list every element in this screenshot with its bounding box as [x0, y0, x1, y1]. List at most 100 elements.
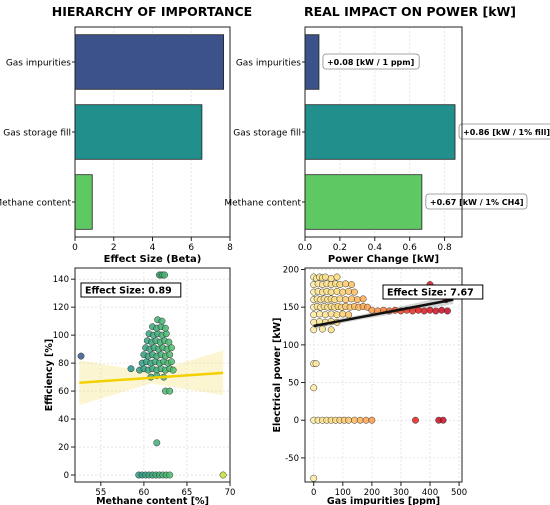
scatter-point — [368, 306, 376, 314]
scatter-point — [353, 296, 361, 304]
x-tick-label: 0.0 — [298, 243, 313, 253]
trend-line — [79, 371, 224, 384]
x-tick-label: 2 — [111, 243, 117, 253]
scatter-point — [161, 324, 169, 332]
scatter-point — [333, 287, 341, 295]
scatter-point — [316, 310, 323, 318]
scatter-point — [327, 326, 335, 334]
scatter-point — [368, 416, 376, 424]
chart-panel-1: Gas impurities Gas storage fill Methane co… — [0, 4, 252, 265]
x-tick-label: 4 — [150, 243, 156, 253]
scatter-point — [158, 317, 166, 325]
scatter-point — [345, 416, 353, 424]
y-tick-label: 150 — [283, 303, 299, 313]
x-tick-label: 55 — [95, 488, 106, 498]
y-tick-label: 40 — [58, 415, 69, 425]
y-tick-label: 100 — [283, 341, 299, 351]
category-label: Methane content — [0, 199, 71, 209]
y-tick-label: 140 — [53, 275, 69, 285]
scatter-point — [318, 325, 326, 333]
x-tick-label: 0.4 — [368, 243, 383, 253]
scatter-point — [362, 416, 370, 424]
chart-panel-2: Gas impurities +0.08 [kW / 1 ppm] Gas stor… — [224, 4, 550, 265]
bar — [74, 104, 203, 160]
annotation-box — [425, 193, 528, 210]
x-tick-label: 500 — [451, 488, 467, 498]
x-axis-label: Effect Size (Beta) — [104, 254, 202, 265]
scatter-point — [336, 295, 344, 303]
scatter-point — [321, 311, 329, 319]
y-tick-label: 100 — [53, 331, 69, 341]
category-label: Gas storage fill — [3, 129, 71, 139]
bar-annotation: +0.86 [kW / 1% fill] — [463, 128, 550, 137]
x-tick-label: 0.8 — [437, 243, 452, 253]
scatter-point — [77, 352, 85, 360]
bar — [304, 34, 320, 90]
x-tick-label: 0 — [72, 243, 78, 253]
scatter-point — [321, 273, 329, 281]
y-tick-label: 80 — [58, 359, 69, 369]
scatter-point — [350, 288, 358, 296]
plot-frame — [74, 26, 231, 238]
scatter-point — [166, 471, 174, 479]
scatter-point — [342, 296, 350, 304]
scatter-point — [444, 307, 451, 315]
category-label: Gas storage fill — [233, 129, 301, 139]
scatter-point — [167, 344, 175, 352]
scatter-point — [162, 330, 170, 338]
annotation-box — [458, 123, 550, 140]
scatter-point — [310, 326, 318, 334]
scatter-point — [327, 310, 335, 318]
effect-size-label: Effect Size: 0.89 — [85, 286, 172, 297]
effect-size-box — [80, 282, 182, 298]
scatter-point — [356, 416, 364, 424]
chart-title: HIERARCHY OF IMPORTANCE — [52, 4, 252, 19]
scatter-point — [345, 287, 353, 295]
trend-line — [313, 298, 454, 328]
scatter-point — [310, 311, 318, 319]
bar — [304, 174, 423, 230]
scatter-point — [165, 338, 173, 346]
scatter-point — [359, 295, 367, 303]
scatter-point — [348, 281, 355, 289]
scatter-point — [312, 360, 320, 368]
y-tick-label: 120 — [53, 303, 69, 313]
x-tick-label: 6 — [188, 243, 194, 253]
y-tick-label: 0 — [294, 416, 299, 426]
scatter-point — [438, 306, 446, 314]
scatter-point — [426, 306, 434, 314]
x-axis-label: Methane content [%] — [96, 496, 209, 505]
scatter-point — [310, 474, 318, 482]
scatter-point — [414, 306, 422, 314]
x-tick-label: 70 — [225, 488, 236, 498]
scatter-point — [327, 288, 335, 296]
bar — [74, 174, 93, 230]
y-tick-label: 0 — [64, 471, 69, 481]
annotation-box — [322, 53, 420, 70]
scatter-point — [412, 416, 419, 424]
category-label: Gas impurities — [6, 59, 71, 69]
scatter-point — [127, 365, 135, 373]
x-tick-label: 100 — [335, 488, 351, 498]
scatter-point — [439, 416, 447, 424]
scatter-point — [336, 281, 344, 289]
effect-size-label: Effect Size: 7.67 — [387, 288, 474, 299]
plot-frame — [304, 267, 463, 483]
x-tick-label: 400 — [422, 488, 438, 498]
scatter-point — [166, 351, 174, 359]
x-tick-label: 65 — [182, 488, 193, 498]
scatter-point — [310, 384, 318, 392]
scatter-point — [420, 307, 428, 315]
scatter-point — [167, 358, 175, 366]
effect-size-box — [382, 284, 484, 300]
x-tick-label: 200 — [364, 488, 380, 498]
scatter-point — [153, 439, 161, 447]
scatter-point — [166, 387, 174, 395]
x-axis-label: Power Change [kW] — [328, 254, 439, 265]
x-axis-label: Gas impurities [ppm] — [327, 496, 440, 505]
bar — [304, 104, 456, 160]
y-tick-label: 200 — [283, 266, 299, 276]
category-label: Methane content — [224, 199, 301, 209]
bar-annotation: +0.67 [kW / 1% CH4] — [430, 198, 524, 207]
